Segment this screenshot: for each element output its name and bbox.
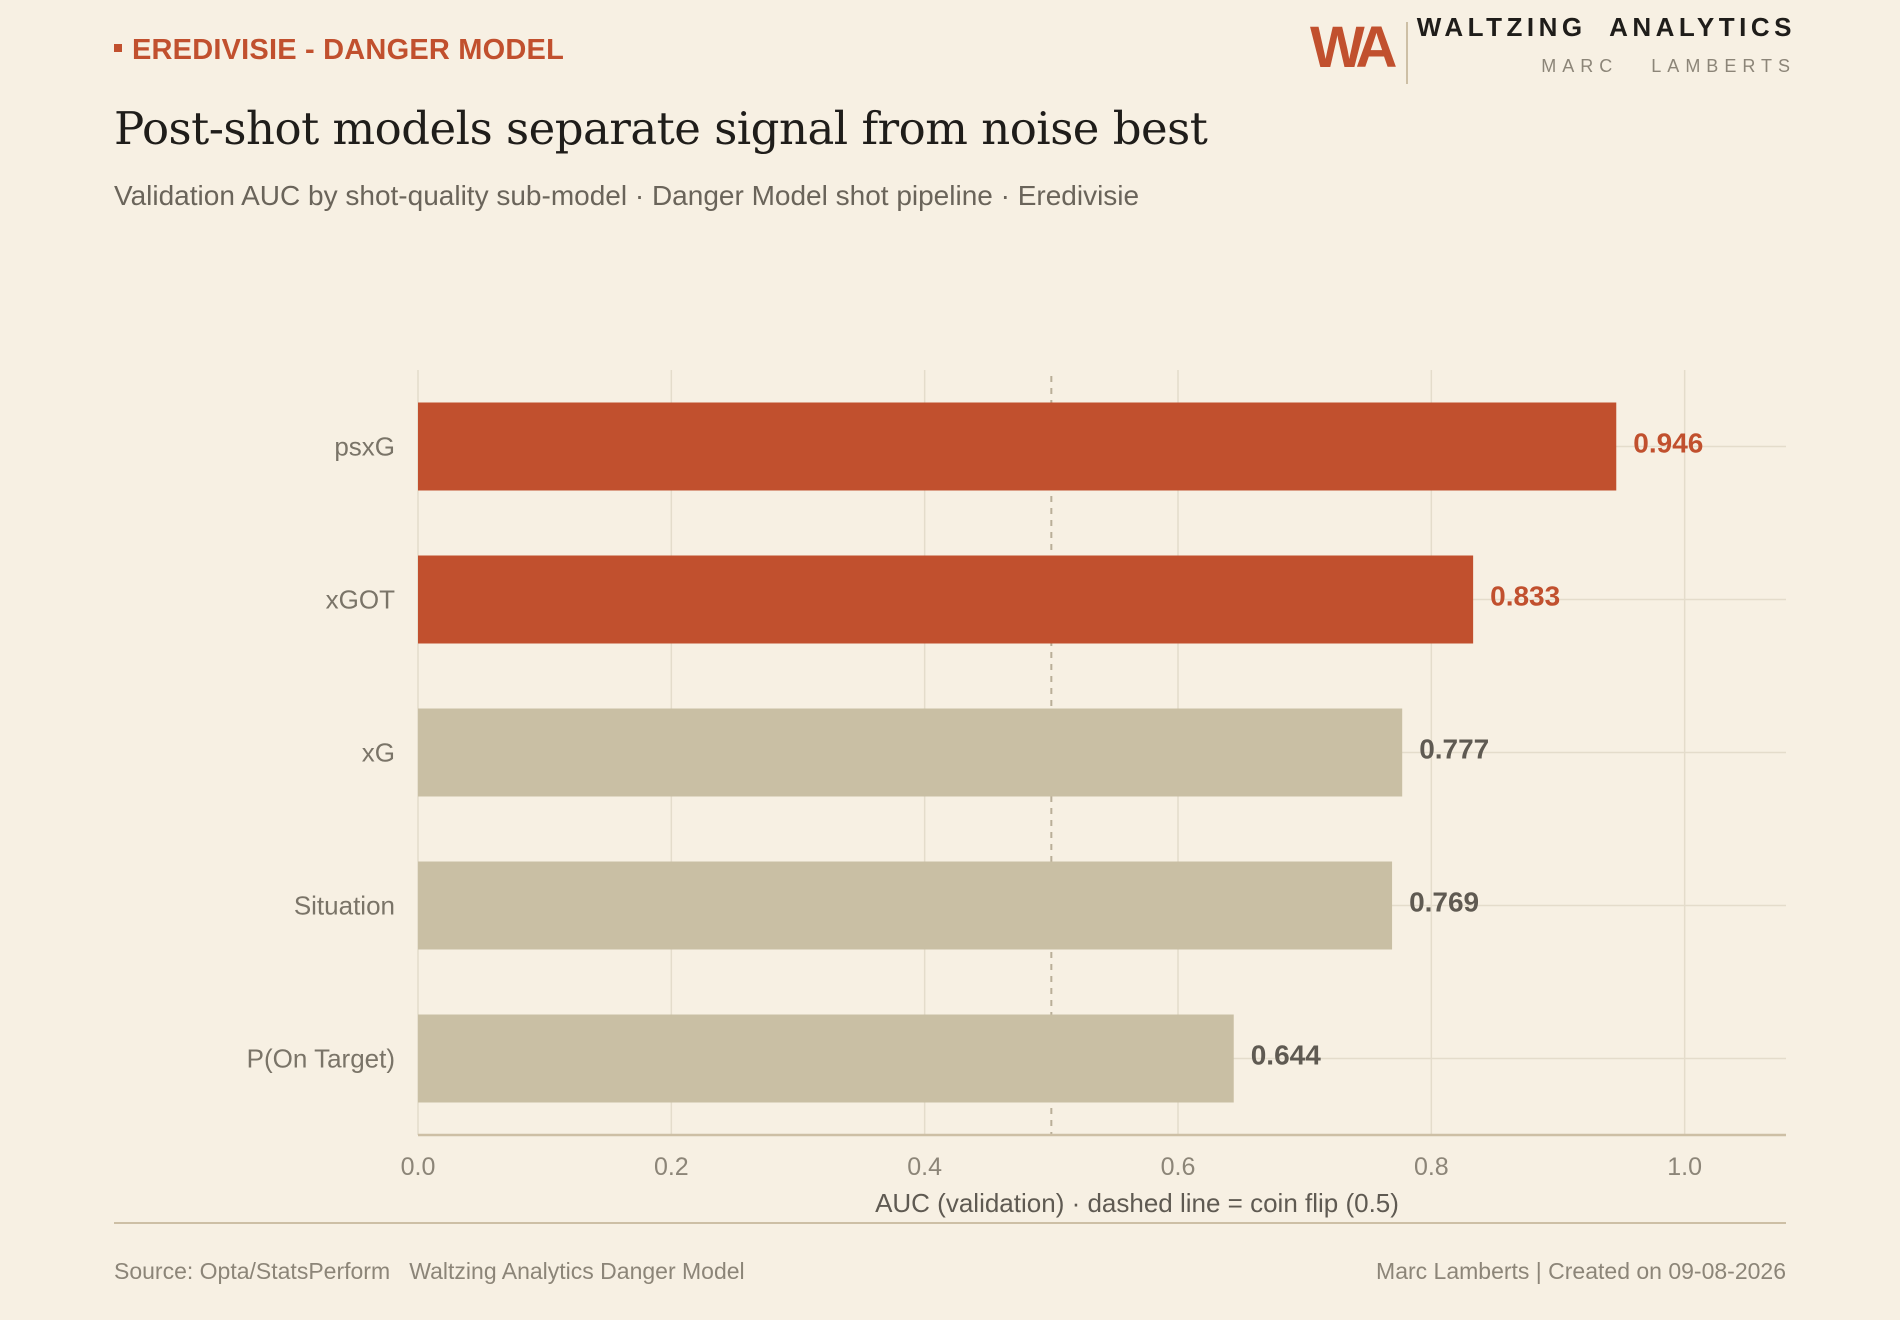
value-label: 0.769 — [1409, 887, 1479, 918]
x-tick-label: 0.4 — [907, 1153, 942, 1181]
category-label: P(On Target) — [247, 1044, 395, 1074]
category-label: xG — [362, 738, 395, 768]
x-tick-label: 0.6 — [1161, 1153, 1196, 1181]
category-label: psxG — [334, 432, 395, 462]
footer-source: Source: Opta/StatsPerform Waltzing Analy… — [114, 1258, 745, 1284]
kicker-text: EREDIVISIE - DANGER MODEL — [132, 34, 564, 66]
category-label: xGOT — [326, 585, 395, 615]
bar — [418, 1014, 1234, 1103]
footer-credit: Marc Lamberts | Created on 09-08-2026 — [1376, 1258, 1786, 1284]
value-label: 0.644 — [1251, 1040, 1321, 1071]
brand-divider — [1406, 22, 1408, 84]
x-axis-title: AUC (validation) · dashed line = coin fl… — [875, 1188, 1399, 1218]
x-tick-label: 0.0 — [401, 1153, 436, 1181]
category-label: Situation — [294, 891, 395, 921]
brand-name: WALTZING ANALYTICS — [1416, 12, 1796, 42]
bar — [418, 402, 1617, 491]
brand-person: MARC LAMBERTS — [1541, 56, 1796, 76]
brand-logo: WA — [1310, 15, 1397, 80]
value-label: 0.946 — [1633, 428, 1703, 459]
chart-title: Post-shot models separate signal from no… — [114, 102, 1208, 155]
footer-divider — [114, 1222, 1786, 1224]
bar — [418, 708, 1403, 797]
bar — [418, 861, 1393, 950]
x-tick-label: 1.0 — [1667, 1153, 1702, 1181]
x-tick-label: 0.2 — [654, 1153, 689, 1181]
x-tick-label: 0.8 — [1414, 1153, 1449, 1181]
chart-subtitle: Validation AUC by shot-quality sub-model… — [114, 180, 1140, 211]
kicker: EREDIVISIE - DANGER MODEL — [114, 34, 564, 67]
bar — [418, 555, 1474, 644]
kicker-square-icon — [114, 44, 122, 53]
value-label: 0.777 — [1419, 734, 1489, 765]
value-label: 0.833 — [1490, 581, 1560, 612]
